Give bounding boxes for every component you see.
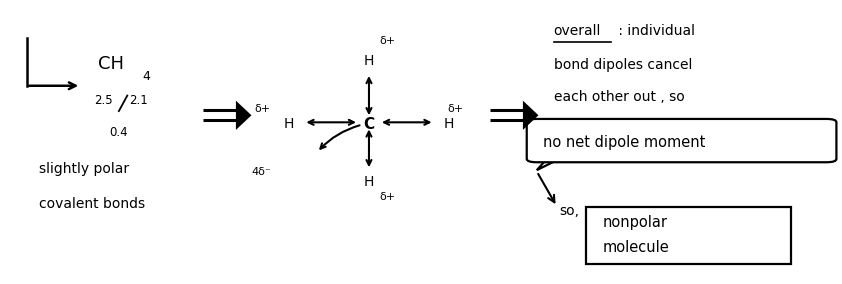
Text: δ+: δ+ [379, 36, 395, 45]
Text: δ+: δ+ [379, 192, 395, 202]
Text: : individual: : individual [614, 24, 695, 38]
FancyBboxPatch shape [586, 207, 791, 264]
Text: bond dipoles cancel: bond dipoles cancel [553, 58, 692, 72]
Text: 0.4: 0.4 [109, 126, 127, 139]
Text: 4: 4 [142, 70, 150, 83]
Text: CH: CH [98, 55, 124, 73]
Text: slightly polar: slightly polar [40, 162, 130, 176]
Text: no net dipole moment: no net dipole moment [543, 135, 705, 150]
Text: so,: so, [559, 204, 579, 218]
Text: 2.5: 2.5 [93, 94, 112, 107]
Text: covalent bonds: covalent bonds [40, 197, 146, 211]
Text: H: H [444, 117, 454, 131]
Polygon shape [523, 101, 539, 130]
Text: δ+: δ+ [448, 105, 464, 114]
Text: H: H [284, 117, 295, 131]
Text: molecule: molecule [602, 240, 669, 255]
Text: 4δ⁻: 4δ⁻ [252, 167, 271, 177]
Text: δ+: δ+ [255, 105, 271, 114]
Text: nonpolar: nonpolar [602, 215, 667, 230]
Polygon shape [236, 101, 252, 130]
Text: each other out , so: each other out , so [553, 90, 685, 104]
Text: overall: overall [553, 24, 601, 38]
Text: C: C [364, 117, 375, 132]
Text: H: H [364, 54, 374, 68]
Polygon shape [537, 159, 559, 170]
Text: 2.1: 2.1 [129, 94, 147, 107]
FancyBboxPatch shape [527, 119, 836, 162]
Text: H: H [364, 175, 374, 189]
